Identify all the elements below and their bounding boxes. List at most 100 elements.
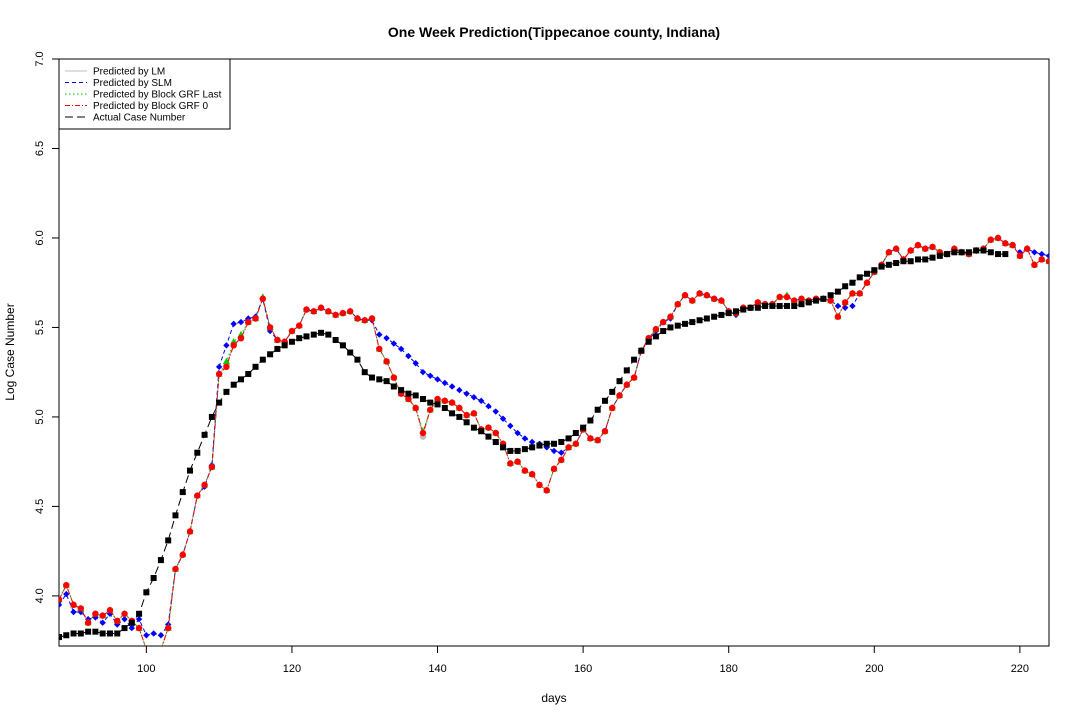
data-point-actual-case-number — [492, 438, 499, 445]
data-point-actual-case-number — [754, 304, 761, 311]
data-point-actual-case-number — [791, 302, 798, 309]
data-point-predicted-by-block-grf-0 — [521, 467, 529, 474]
data-point-actual-case-number — [85, 628, 92, 635]
data-point-actual-case-number — [456, 413, 463, 420]
data-point-predicted-by-slm — [492, 408, 499, 415]
data-point-predicted-by-block-grf-0 — [361, 317, 368, 324]
y-tick-label: 5.0 — [34, 409, 46, 424]
x-tick-label: 120 — [283, 663, 301, 675]
data-point-predicted-by-block-grf-0 — [456, 404, 463, 412]
data-point-actual-case-number — [813, 297, 820, 304]
plot-area — [59, 234, 1049, 652]
data-point-actual-case-number — [369, 374, 376, 381]
data-point-actual-case-number — [106, 630, 113, 637]
data-point-predicted-by-block-grf-0 — [565, 444, 572, 451]
data-point-predicted-by-block-grf-0 — [390, 374, 398, 381]
y-tick-label: 6.5 — [34, 141, 46, 156]
data-point-actual-case-number — [245, 370, 252, 377]
data-point-predicted-by-block-grf-0 — [441, 397, 449, 405]
data-point-actual-case-number — [609, 388, 616, 395]
data-point-actual-case-number — [936, 252, 943, 259]
data-point-predicted-by-slm — [59, 601, 63, 609]
data-point-predicted-by-block-grf-0 — [63, 581, 70, 589]
data-point-predicted-by-block-grf-0 — [223, 363, 230, 371]
data-point-actual-case-number — [732, 308, 739, 315]
data-point-predicted-by-block-grf-0 — [368, 315, 376, 322]
data-point-predicted-by-slm — [841, 304, 849, 311]
data-point-actual-case-number — [361, 369, 368, 376]
data-point-predicted-by-block-grf-0 — [150, 646, 156, 652]
data-point-predicted-by-block-grf-0 — [703, 292, 711, 299]
data-point-actual-case-number — [485, 433, 492, 440]
data-point-predicted-by-block-grf-0 — [994, 234, 1002, 242]
data-point-actual-case-number — [951, 249, 958, 256]
legend-entry-predicted-by-block-grf-last: Predicted by Block GRF Last — [93, 90, 222, 101]
data-point-actual-case-number — [572, 430, 579, 437]
data-point-actual-case-number — [798, 301, 805, 308]
data-point-actual-case-number — [405, 390, 412, 397]
data-point-predicted-by-slm — [463, 390, 470, 397]
data-point-predicted-by-block-grf-0 — [587, 435, 594, 442]
data-point-actual-case-number — [965, 249, 972, 256]
data-point-actual-case-number — [871, 267, 878, 274]
data-point-predicted-by-block-grf-0 — [834, 313, 842, 320]
data-point-predicted-by-block-grf-0 — [201, 481, 208, 489]
data-point-predicted-by-block-grf-0 — [77, 605, 85, 612]
data-point-predicted-by-block-grf-0 — [245, 318, 252, 326]
data-point-predicted-by-block-grf-0 — [346, 308, 354, 315]
data-point-predicted-by-slm — [456, 386, 463, 394]
data-point-actual-case-number — [594, 406, 601, 413]
data-point-actual-case-number — [310, 331, 317, 338]
data-point-predicted-by-slm — [143, 632, 150, 639]
data-point-predicted-by-block-grf-0 — [92, 610, 99, 617]
data-point-actual-case-number — [376, 376, 383, 383]
data-point-predicted-by-slm — [135, 615, 143, 623]
data-point-predicted-by-block-grf-0 — [354, 315, 361, 322]
x-axis-label: days — [541, 691, 566, 705]
data-point-actual-case-number — [114, 630, 121, 637]
data-point-actual-case-number — [682, 320, 689, 327]
data-point-actual-case-number — [259, 356, 266, 363]
data-point-predicted-by-slm — [558, 449, 565, 456]
data-point-predicted-by-block-grf-0 — [572, 440, 580, 447]
data-point-actual-case-number — [412, 392, 419, 399]
data-point-predicted-by-block-grf-0 — [1031, 261, 1038, 269]
data-point-predicted-by-block-grf-0 — [274, 336, 281, 344]
data-point-predicted-by-slm — [230, 320, 237, 328]
data-point-actual-case-number — [354, 356, 361, 363]
data-point-actual-case-number — [660, 328, 667, 335]
data-point-predicted-by-block-grf-0 — [791, 297, 798, 304]
data-point-predicted-by-slm — [441, 379, 449, 387]
data-point-predicted-by-block-grf-0 — [1009, 241, 1016, 249]
data-point-predicted-by-block-grf-0 — [514, 458, 521, 465]
data-point-predicted-by-block-grf-0 — [914, 241, 922, 249]
data-point-predicted-by-block-grf-0 — [536, 481, 543, 489]
data-point-actual-case-number — [703, 315, 710, 322]
data-point-actual-case-number — [434, 401, 441, 408]
data-point-predicted-by-slm — [405, 352, 412, 360]
data-point-actual-case-number — [762, 302, 769, 309]
data-point-predicted-by-slm — [834, 302, 842, 310]
axes: 100 120 140 160 180 200 220 4.0 4.5 5.0 5.5 6.0 6.5 7… — [34, 51, 1050, 675]
data-point-predicted-by-lm — [158, 646, 164, 652]
data-point-actual-case-number — [303, 333, 310, 340]
data-point-predicted-by-block-grf-0 — [114, 617, 121, 625]
data-point-predicted-by-slm — [121, 615, 128, 623]
data-point-predicted-by-block-grf-0 — [434, 395, 441, 403]
data-point-actual-case-number — [558, 438, 565, 445]
data-point-actual-case-number — [834, 288, 841, 295]
data-point-predicted-by-slm — [550, 447, 558, 455]
data-point-actual-case-number — [99, 630, 106, 637]
data-point-predicted-by-block-grf-last — [146, 645, 147, 646]
y-tick-label: 7.0 — [34, 51, 46, 66]
data-point-actual-case-number — [580, 424, 587, 431]
data-point-actual-case-number — [136, 610, 143, 617]
data-point-actual-case-number — [216, 399, 223, 406]
data-point-predicted-by-slm — [223, 342, 230, 349]
data-point-predicted-by-block-grf-0 — [1045, 258, 1049, 265]
data-point-predicted-by-slm — [128, 624, 135, 632]
data-point-predicted-by-slm — [157, 632, 165, 639]
data-point-predicted-by-block-grf-0 — [689, 297, 696, 304]
